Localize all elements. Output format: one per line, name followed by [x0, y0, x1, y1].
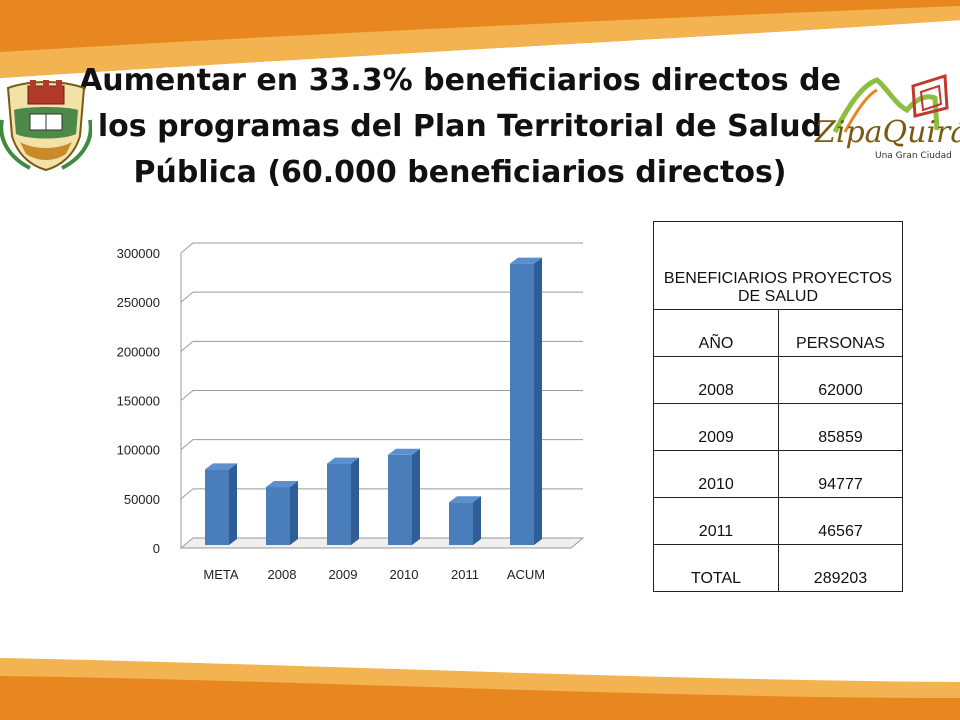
bar-side	[351, 457, 359, 545]
gridline	[180, 291, 583, 303]
y-tick-label: 300000	[117, 246, 160, 261]
bar-top	[510, 257, 542, 264]
table-column-row: AÑO PERSONAS	[653, 309, 903, 357]
cell-people: 94777	[778, 450, 903, 498]
cell-people: 289203	[778, 544, 903, 592]
bar-top	[205, 463, 237, 470]
gridline	[180, 488, 583, 500]
zipaquira-logo: ZipaQuirá Una Gran Ciudad	[814, 73, 960, 161]
bar-top	[327, 457, 359, 464]
table-row: 2010 94777	[653, 450, 903, 498]
bar-side	[534, 257, 542, 545]
y-tick-label: 250000	[117, 295, 160, 310]
gridline	[180, 439, 583, 451]
slide-title: Aumentar en 33.3% beneficiarios directos…	[79, 63, 841, 190]
bar-top	[266, 481, 298, 488]
cell-year: 2008	[653, 356, 779, 404]
table-header-row: BENEFICIARIOS PROYECTOS DE SALUD	[653, 221, 903, 310]
y-tick-label: 150000	[117, 394, 160, 409]
bar-top	[388, 448, 420, 455]
x-tick-label: 2009	[329, 567, 358, 582]
cell-people: 62000	[778, 356, 903, 404]
x-tick-label: ACUM	[507, 567, 545, 582]
y-tick-label: 100000	[117, 443, 160, 458]
bar-chart: 0 50000 100000 150000 200000 250000 300000 META…	[117, 242, 585, 582]
column-header-year: AÑO	[653, 309, 779, 357]
logo-name: ZipaQuirá	[814, 115, 960, 150]
table-title: BENEFICIARIOS PROYECTOS DE SALUD	[653, 221, 903, 310]
x-tick-label: 2008	[268, 567, 297, 582]
bar-top	[449, 496, 481, 503]
cell-year: 2010	[653, 450, 779, 498]
x-tick-label: 2011	[451, 567, 479, 582]
bar	[266, 487, 290, 545]
bar-side	[412, 448, 420, 545]
y-tick-label: 0	[153, 541, 160, 556]
bar-side	[290, 481, 298, 545]
cell-year: TOTAL	[653, 544, 779, 592]
gridline	[180, 340, 583, 352]
gridline	[180, 390, 583, 401]
bar-side	[229, 463, 237, 545]
x-tick-label: 2010	[390, 567, 419, 582]
gridline	[180, 242, 583, 254]
cell-people: 46567	[778, 497, 903, 545]
y-tick-label: 50000	[124, 492, 160, 507]
cell-year: 2011	[653, 497, 779, 545]
table-row: 2009 85859	[653, 403, 903, 451]
beneficiaries-table: BENEFICIARIOS PROYECTOS DE SALUD AÑO PER…	[653, 221, 903, 592]
bottom-banner	[0, 658, 960, 720]
cell-year: 2009	[653, 403, 779, 451]
logo-tagline: Una Gran Ciudad	[875, 151, 952, 161]
table-row: 2008 62000	[653, 356, 903, 404]
coat-of-arms-icon	[0, 80, 92, 172]
table-row: TOTAL 289203	[653, 544, 903, 592]
top-banner	[0, 0, 960, 80]
x-tick-label: META	[203, 567, 238, 582]
bar	[327, 463, 351, 545]
y-tick-label: 200000	[117, 344, 160, 359]
bar	[388, 454, 412, 545]
column-header-people: PERSONAS	[778, 309, 903, 357]
cell-people: 85859	[778, 403, 903, 451]
bar-side	[473, 496, 481, 545]
table-row: 2011 46567	[653, 497, 903, 545]
bar	[510, 263, 534, 545]
bar	[205, 469, 229, 545]
bar	[449, 502, 473, 545]
